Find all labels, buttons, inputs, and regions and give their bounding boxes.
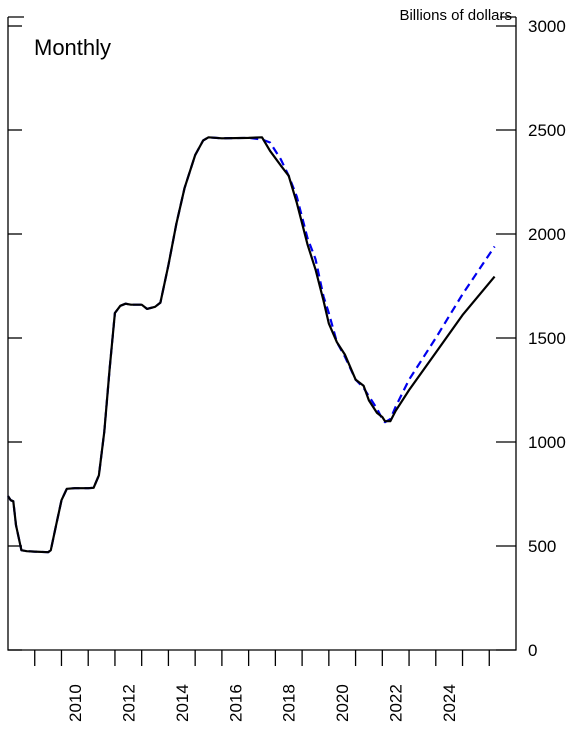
y-tick-label: 3000 xyxy=(528,17,566,36)
axes-box xyxy=(7,17,517,651)
y-tick-label: 2500 xyxy=(528,121,566,140)
y-axis-label: Billions of dollars xyxy=(399,7,512,24)
x-tick-label: 2016 xyxy=(226,684,245,722)
x-tick-label: 2020 xyxy=(333,684,352,722)
x-tick-label: 2022 xyxy=(387,684,406,722)
annotation: Monthly xyxy=(34,35,111,60)
x-tick-label: 2024 xyxy=(440,684,459,722)
y-tick-label: 2000 xyxy=(528,225,566,244)
x-tick-label: 2018 xyxy=(280,684,299,722)
y-tick-label: 1500 xyxy=(528,329,566,348)
x-tick-label: 2012 xyxy=(119,684,138,722)
x-tick-label: 2014 xyxy=(173,684,192,722)
y-tick-label: 1000 xyxy=(528,433,566,452)
x-tick-label: 2010 xyxy=(66,684,85,722)
series-line xyxy=(7,136,496,554)
y-tick-label: 0 xyxy=(528,641,537,660)
y-tick-label: 500 xyxy=(528,537,556,556)
axes-frame xyxy=(7,16,517,651)
series-line xyxy=(7,136,496,554)
